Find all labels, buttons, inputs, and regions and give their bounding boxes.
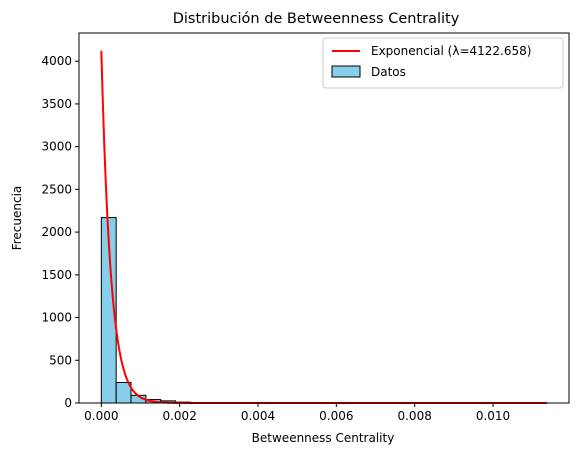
y-tick-label: 3500 <box>41 97 72 111</box>
x-tick-label: 0.010 <box>476 409 510 423</box>
y-tick-label: 4000 <box>41 54 72 68</box>
plot-area <box>78 32 570 404</box>
x-axis-label: Betweenness Centrality <box>252 431 395 445</box>
legend-label-fit: Exponencial (λ=4122.658) <box>371 44 531 58</box>
legend-patch-marker <box>331 65 361 78</box>
chart-title: Distribución de Betweenness Centrality <box>173 11 460 27</box>
x-tick-label: 0.004 <box>241 409 275 423</box>
x-tick-label: 0.000 <box>84 409 118 423</box>
y-tick-label: 1500 <box>41 268 72 282</box>
x-tick-label: 0.006 <box>319 409 353 423</box>
y-tick-label: 3000 <box>41 140 72 154</box>
legend: Exponencial (λ=4122.658) Datos <box>322 37 564 89</box>
plot-frame <box>78 32 570 404</box>
y-tick-label: 0 <box>64 396 72 410</box>
y-tick-label: 2000 <box>41 225 72 239</box>
x-axis: 0.000 0.002 0.004 0.006 0.008 0.010 <box>84 403 510 423</box>
y-axis: 0 500 1000 1500 2000 2500 3000 3500 4000 <box>41 54 79 410</box>
x-tick-label: 0.008 <box>397 409 431 423</box>
x-tick-label: 0.002 <box>162 409 196 423</box>
y-tick-label: 1000 <box>41 311 72 325</box>
exponential-fit-line <box>100 50 547 404</box>
y-tick-label: 500 <box>49 353 72 367</box>
y-tick-label: 2500 <box>41 182 72 196</box>
histogram-bars <box>100 217 548 404</box>
legend-box <box>322 37 564 89</box>
legend-label-data: Datos <box>371 65 406 79</box>
y-axis-label: Frecuencia <box>10 186 24 251</box>
